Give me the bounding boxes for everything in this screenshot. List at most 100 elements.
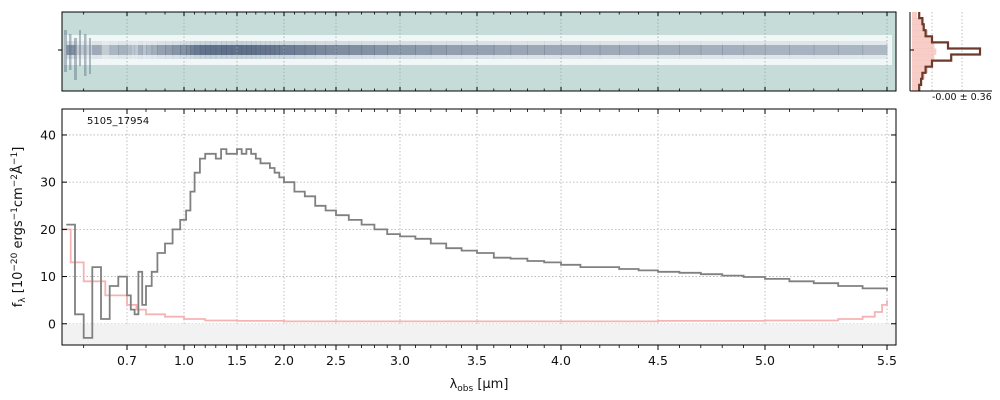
trace-core [374, 45, 388, 55]
trace-core [722, 45, 745, 55]
y-tick-label: 30 [40, 175, 56, 190]
trace-halo [237, 41, 243, 59]
profile-model-fill [912, 78, 922, 86]
trace-core [580, 45, 601, 55]
trace-core [118, 45, 128, 55]
trace-halo [66, 41, 76, 59]
trace-halo [743, 41, 766, 59]
trace-halo [75, 41, 85, 59]
trace-core [251, 45, 257, 55]
trace-noise [74, 38, 77, 80]
trace-halo [415, 41, 432, 59]
trace-core [304, 45, 316, 55]
trace-core [430, 45, 447, 55]
trace-halo [400, 41, 416, 59]
trace-halo [180, 41, 187, 59]
profile-model-fill [912, 66, 928, 74]
trace-core [599, 45, 620, 55]
trace-core [157, 45, 166, 55]
profile-model-fill [912, 42, 935, 49]
trace-core [194, 45, 201, 55]
x-tick-label: 0.7 [117, 353, 137, 368]
trace-halo [172, 41, 181, 59]
trace-halo [130, 41, 136, 59]
spectrum-2d-trace [64, 30, 892, 80]
trace-halo [226, 41, 233, 59]
profile-model-fill [912, 72, 925, 80]
x-axis-label: λobs [μm] [450, 377, 509, 394]
trace-halo [430, 41, 447, 59]
trace-core [325, 45, 337, 55]
trace-core [172, 45, 181, 55]
trace-core [493, 45, 512, 55]
trace-core [477, 45, 495, 55]
trace-halo [638, 41, 659, 59]
profile-line [918, 12, 982, 91]
profile-model-fill [912, 30, 928, 37]
trace-core [294, 45, 306, 55]
y-tick-label: 10 [40, 269, 56, 284]
trace-halo [83, 41, 93, 59]
error-spectrum-line [62, 228, 888, 323]
trace-halo [101, 41, 111, 59]
profile-model-fill [912, 36, 932, 43]
profile-model-fill [912, 84, 919, 91]
trace-core [387, 45, 401, 55]
trace-halo [461, 41, 478, 59]
trace-halo [260, 41, 266, 59]
trace-core [862, 45, 888, 55]
trace-halo [294, 41, 306, 59]
x-tick-label: 4.0 [551, 353, 571, 368]
trace-halo [165, 41, 174, 59]
trace-core [215, 45, 222, 55]
trace-core [679, 45, 702, 55]
trace-halo [493, 41, 512, 59]
trace-halo [157, 41, 166, 59]
trace-halo [304, 41, 316, 59]
trace-halo [446, 41, 463, 59]
trace-core [226, 45, 233, 55]
trace-halo [246, 41, 252, 59]
trace-halo [325, 41, 337, 59]
y-tick-label: 40 [40, 127, 56, 142]
trace-halo [722, 41, 745, 59]
trace-core [83, 45, 93, 55]
profile-label: -0.00 ± 0.36 [932, 92, 992, 103]
trace-halo [269, 41, 276, 59]
trace-halo [205, 41, 211, 59]
flux-spectrum-line [66, 148, 888, 339]
profile-model-fill [912, 12, 918, 19]
trace-core [255, 45, 261, 55]
trace-halo [127, 41, 132, 59]
trace-core [231, 45, 238, 55]
trace-core [92, 45, 102, 55]
trace-halo [862, 41, 888, 59]
trace-noise [69, 34, 72, 70]
trace-halo [190, 41, 196, 59]
trace-core [130, 45, 136, 55]
trace-halo [561, 41, 581, 59]
profile-model-fill [912, 60, 932, 67]
x-tick-label: 1.5 [227, 353, 247, 368]
trace-core [400, 45, 416, 55]
trace-core [127, 45, 132, 55]
trace-core [190, 45, 196, 55]
trace-core [743, 45, 766, 55]
trace-core [66, 45, 76, 55]
x-tick-label: 1.0 [174, 353, 194, 368]
trace-core [180, 45, 187, 55]
trace-halo [92, 41, 102, 59]
trace-halo [199, 41, 206, 59]
spectrum-1d-panel: 0.7 1.0 1.5 2.0 2.5 3.0 3.5 4.0 4.5 5.0 5.5 0 10 20 30… [10, 108, 897, 394]
trace-core [205, 45, 211, 55]
trace-halo [700, 41, 723, 59]
trace-halo [387, 41, 401, 59]
trace-core [101, 45, 111, 55]
trace-halo [527, 41, 545, 59]
trace-core [279, 45, 285, 55]
trace-halo [221, 41, 227, 59]
trace-core [274, 45, 280, 55]
trace-halo [336, 41, 350, 59]
trace-halo [510, 41, 528, 59]
trace-core [527, 45, 545, 55]
